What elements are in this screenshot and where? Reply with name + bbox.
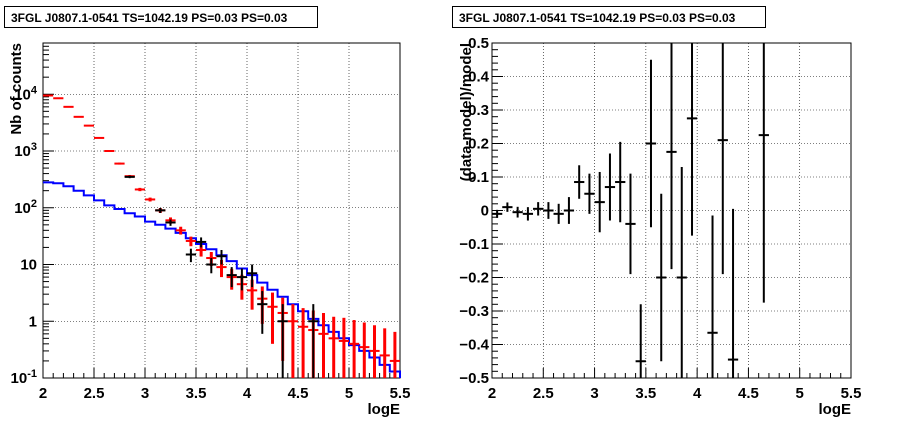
right-plot-title: 3FGL J0807.1-0541 TS=1042.19 PS=0.03 PS=… bbox=[452, 6, 766, 28]
left-y-tick-label: 10 bbox=[20, 257, 37, 274]
right-y-tick-label: 0.5 bbox=[468, 35, 489, 52]
left-x-axis-label: logE bbox=[368, 401, 401, 418]
left-y-tick-label: 102 bbox=[14, 198, 37, 217]
right-y-tick-label: 0.1 bbox=[468, 169, 489, 186]
right-x-tick-label: 3 bbox=[590, 385, 598, 402]
left-model-step-line bbox=[43, 181, 401, 378]
left-plot: 10-1 102 103 104 bbox=[11, 42, 401, 387]
right-y-tick-label: 0 bbox=[481, 203, 489, 220]
left-x-tick-label: 4.5 bbox=[288, 385, 309, 402]
left-x-tick-label: 2 bbox=[39, 385, 47, 402]
right-residual-series bbox=[492, 43, 769, 378]
left-x-tick-label: 2.5 bbox=[84, 385, 105, 402]
right-plot bbox=[491, 42, 852, 379]
left-red-series bbox=[43, 94, 400, 378]
left-x-tick-label: 5.5 bbox=[390, 385, 411, 402]
left-plot-frame bbox=[42, 42, 401, 379]
left-y-tick-label: 10-1 bbox=[11, 368, 37, 387]
right-y-tick-label: 0.3 bbox=[468, 102, 489, 119]
right-y-axis-label: (data-model)/model bbox=[458, 43, 475, 181]
right-x-tick-label: 5.5 bbox=[841, 385, 862, 402]
right-y-tick-label: −0.3 bbox=[459, 303, 489, 320]
left-x-tick-label: 5 bbox=[345, 385, 353, 402]
right-y-tick-label: −0.5 bbox=[459, 370, 489, 387]
right-x-tick-label: 2.5 bbox=[533, 385, 554, 402]
left-y-tick-label: 104 bbox=[14, 84, 38, 103]
right-x-tick-label: 5 bbox=[796, 385, 804, 402]
left-plot-title: 3FGL J0807.1-0541 TS=1042.19 PS=0.03 PS=… bbox=[4, 6, 318, 28]
left-x-tick-label: 3 bbox=[141, 385, 149, 402]
left-x-tick-label: 4 bbox=[243, 385, 252, 402]
left-y-tick-label: 103 bbox=[14, 141, 37, 160]
left-data-series bbox=[124, 175, 319, 378]
right-y-tick-label: −0.2 bbox=[459, 270, 489, 287]
left-y-tick-label: 1 bbox=[29, 313, 37, 330]
right-y-tick-label: 0.4 bbox=[468, 69, 490, 86]
right-x-tick-label: 4 bbox=[693, 385, 702, 402]
right-x-tick-label: 3.5 bbox=[635, 385, 656, 402]
left-y-axis-label: Nb of counts bbox=[8, 43, 25, 135]
right-y-tick-label: −0.1 bbox=[459, 236, 489, 253]
right-x-tick-label: 4.5 bbox=[738, 385, 759, 402]
left-x-tick-label: 3.5 bbox=[186, 385, 207, 402]
right-y-tick-label: 0.2 bbox=[468, 136, 489, 153]
right-y-tick-label: −0.4 bbox=[459, 337, 489, 354]
right-x-axis-label: logE bbox=[819, 401, 852, 418]
right-x-tick-label: 2 bbox=[488, 385, 496, 402]
